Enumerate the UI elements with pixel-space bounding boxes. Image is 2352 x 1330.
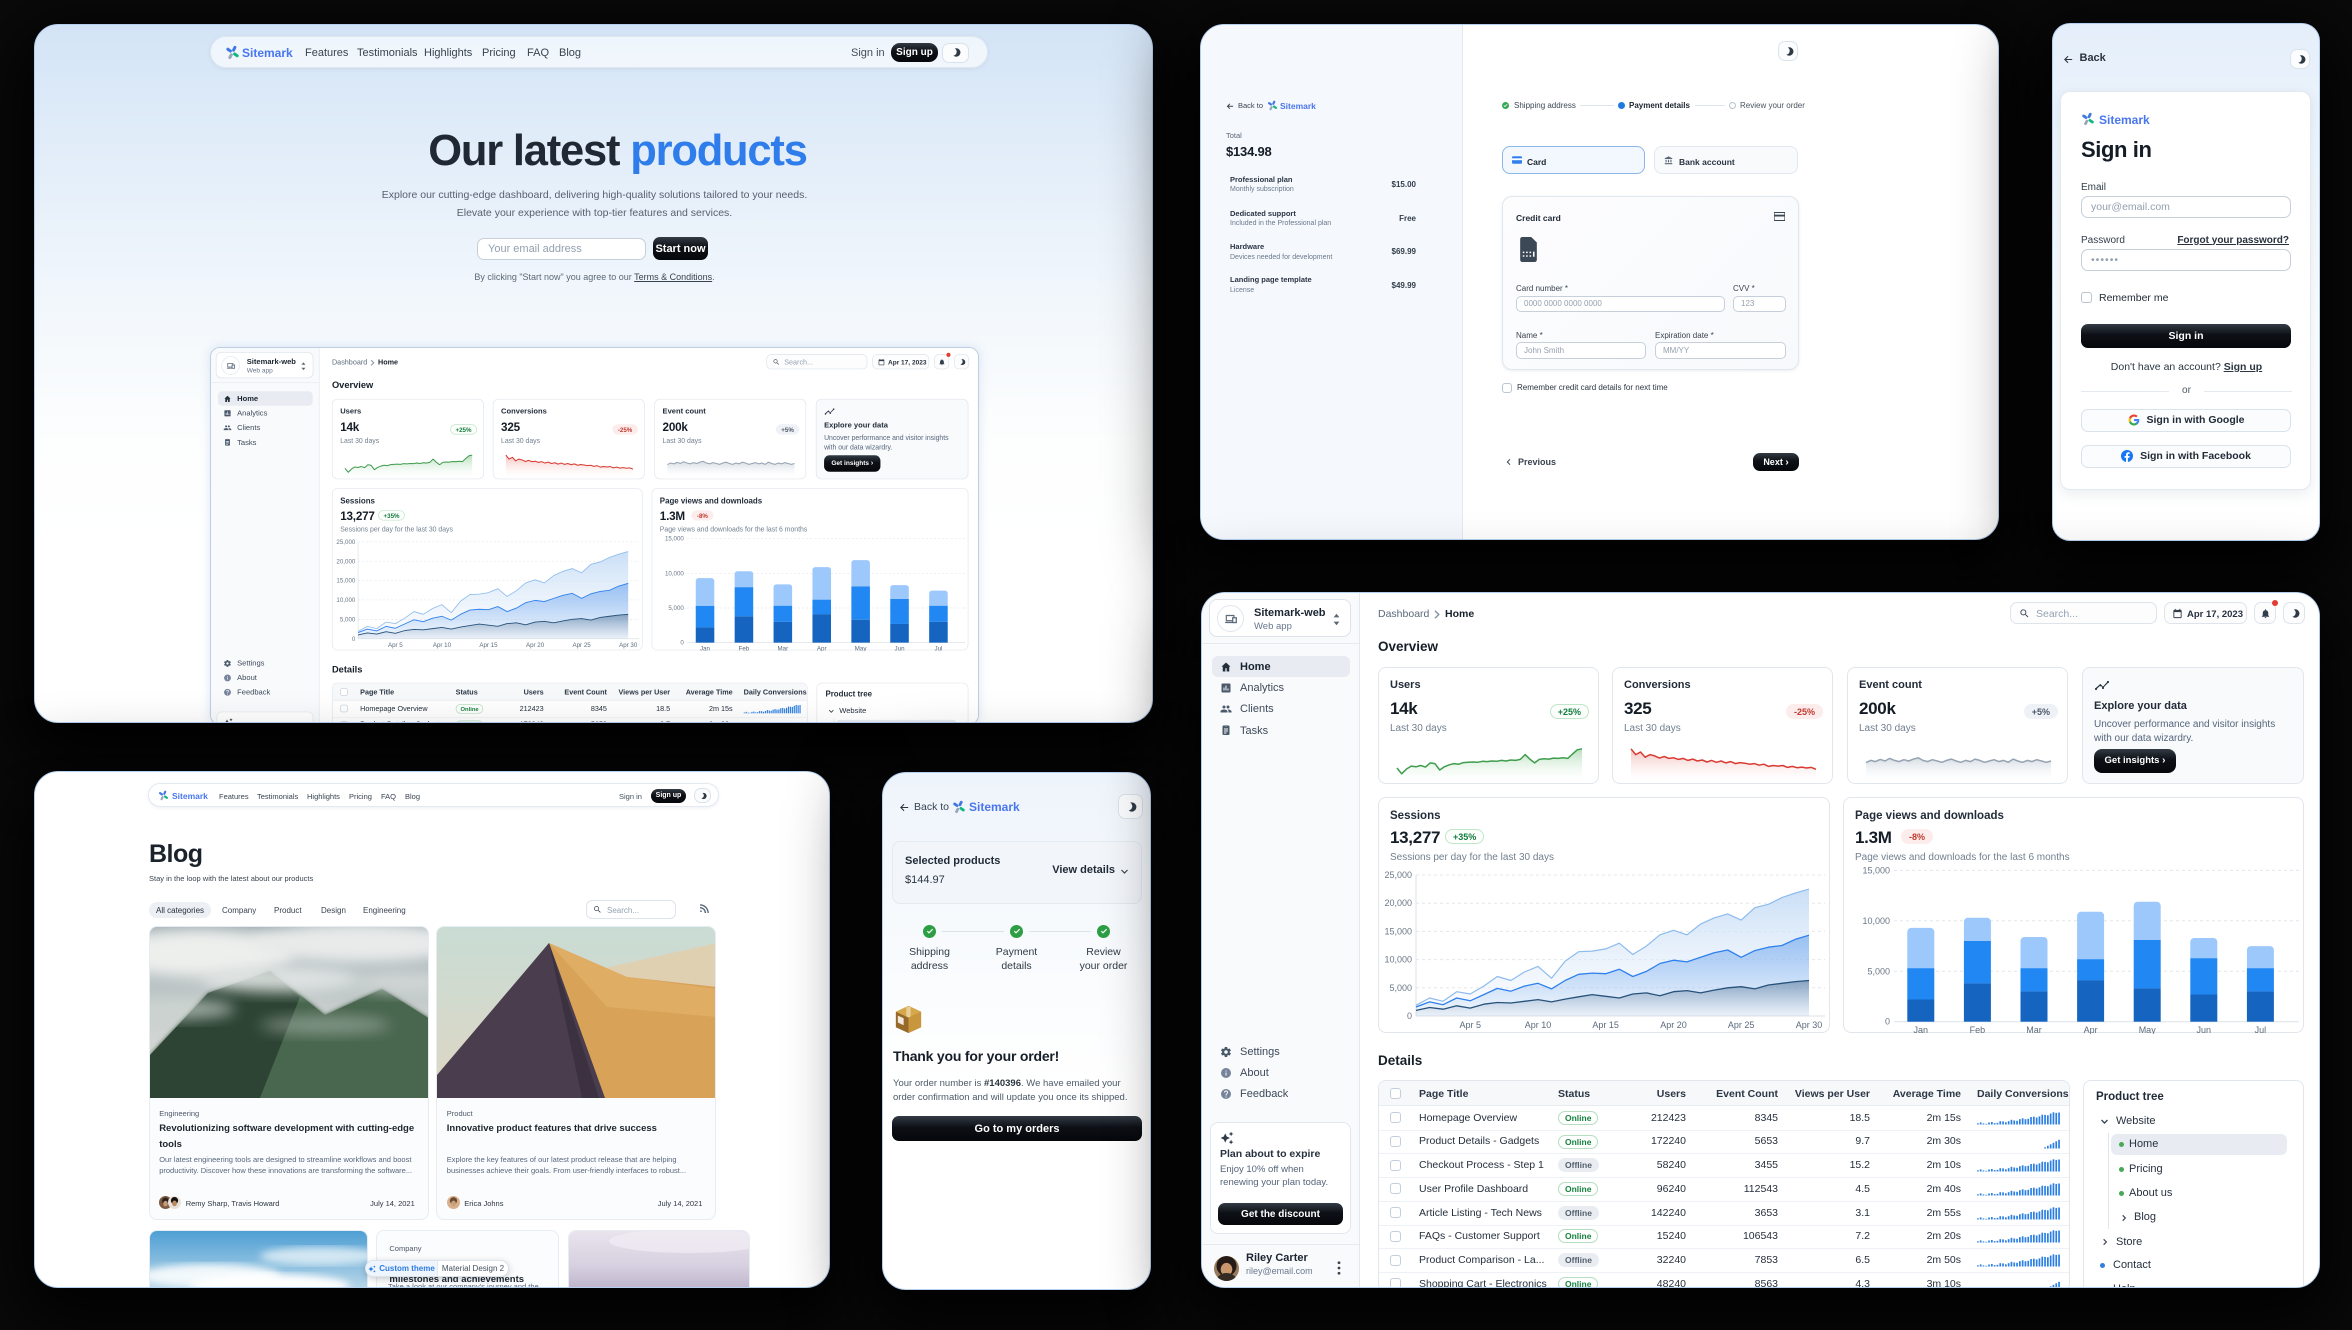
svg-text:Jun: Jun <box>2197 1025 2212 1034</box>
svg-text:Apr 5: Apr 5 <box>1459 1020 1481 1030</box>
svg-text:Apr 5: Apr 5 <box>388 642 403 649</box>
svg-text:5,000: 5,000 <box>339 616 355 623</box>
svg-text:5,000: 5,000 <box>1867 966 1890 976</box>
svg-text:Apr 25: Apr 25 <box>1728 1020 1755 1030</box>
svg-text:Apr: Apr <box>817 645 827 651</box>
svg-text:Jun: Jun <box>894 645 905 651</box>
svg-text:0: 0 <box>1885 1017 1890 1027</box>
svg-text:10,000: 10,000 <box>665 570 684 577</box>
svg-text:Feb: Feb <box>1970 1025 1986 1034</box>
svg-text:Apr 25: Apr 25 <box>572 642 591 649</box>
svg-text:5,000: 5,000 <box>668 605 684 612</box>
svg-text:0: 0 <box>680 639 684 646</box>
svg-text:20,000: 20,000 <box>336 558 355 565</box>
svg-text:Jan: Jan <box>700 645 711 651</box>
svg-text:Apr 30: Apr 30 <box>619 642 638 649</box>
svg-text:20,000: 20,000 <box>1384 898 1412 908</box>
svg-text:15,000: 15,000 <box>1862 865 1890 875</box>
svg-text:Mar: Mar <box>777 645 788 651</box>
svg-text:Apr 20: Apr 20 <box>526 642 545 649</box>
svg-text:25,000: 25,000 <box>336 538 355 545</box>
svg-text:10,000: 10,000 <box>336 597 355 604</box>
svg-text:Apr 20: Apr 20 <box>1660 1020 1687 1030</box>
svg-text:Jul: Jul <box>2255 1025 2267 1034</box>
svg-text:0: 0 <box>1407 1011 1412 1021</box>
svg-text:May: May <box>854 645 867 651</box>
svg-text:Apr 15: Apr 15 <box>1592 1020 1619 1030</box>
svg-text:Apr 10: Apr 10 <box>1525 1020 1552 1030</box>
svg-text:Jul: Jul <box>934 645 942 651</box>
svg-text:10,000: 10,000 <box>1384 955 1412 965</box>
svg-text:10,000: 10,000 <box>1862 916 1890 926</box>
svg-text:Mar: Mar <box>2026 1025 2042 1034</box>
svg-text:Apr 30: Apr 30 <box>1796 1020 1823 1030</box>
svg-text:15,000: 15,000 <box>1384 926 1412 936</box>
svg-text:Feb: Feb <box>738 645 749 651</box>
svg-text:15,000: 15,000 <box>665 535 684 542</box>
svg-text:5,000: 5,000 <box>1389 983 1412 993</box>
svg-text:0: 0 <box>351 635 355 642</box>
svg-text:Apr 10: Apr 10 <box>432 642 451 649</box>
svg-text:25,000: 25,000 <box>1384 870 1412 880</box>
svg-text:Apr: Apr <box>2084 1025 2098 1034</box>
svg-text:15,000: 15,000 <box>336 577 355 584</box>
svg-text:Apr 15: Apr 15 <box>479 642 498 649</box>
svg-text:May: May <box>2139 1025 2157 1034</box>
svg-text:Jan: Jan <box>1914 1025 1929 1034</box>
